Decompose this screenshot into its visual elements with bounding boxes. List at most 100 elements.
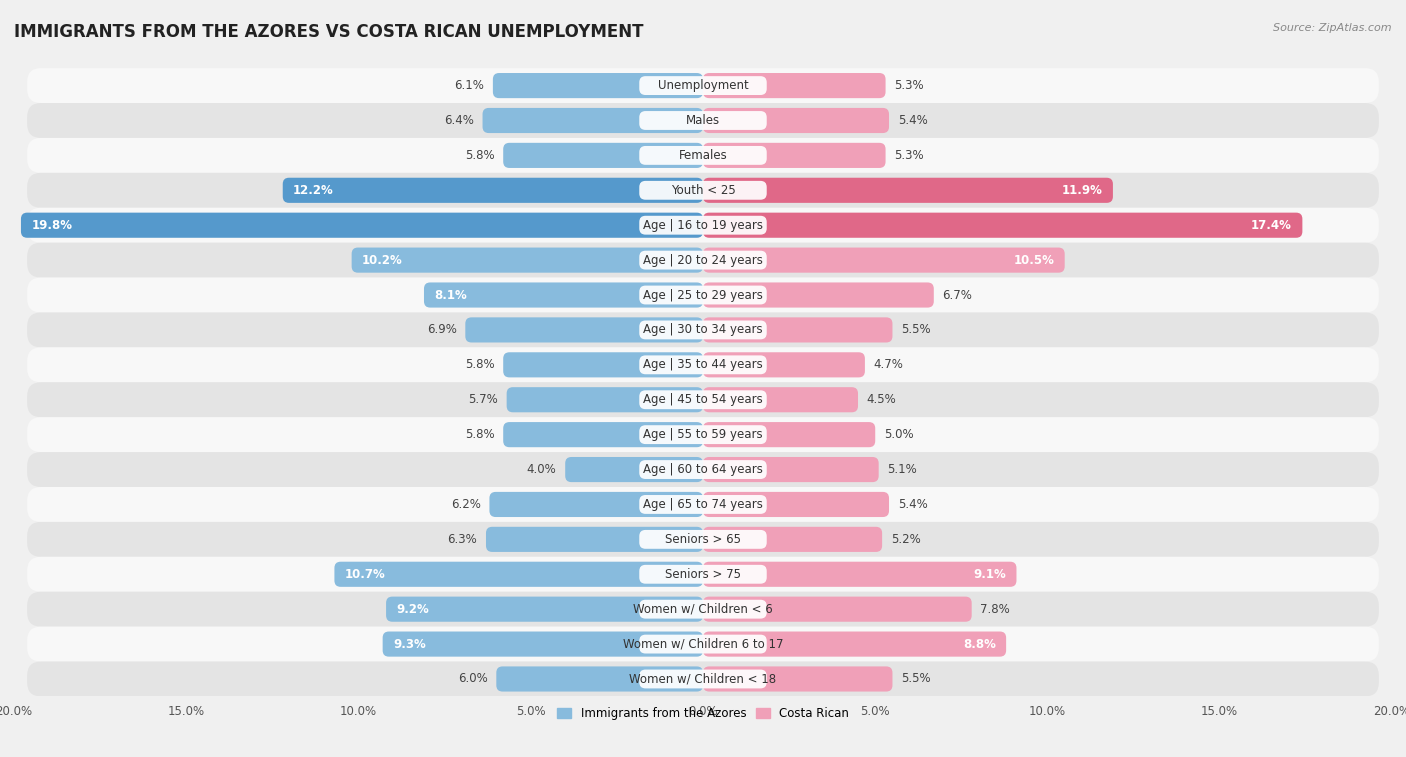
- Text: 8.1%: 8.1%: [434, 288, 467, 301]
- Text: 5.3%: 5.3%: [894, 149, 924, 162]
- FancyBboxPatch shape: [703, 597, 972, 621]
- FancyBboxPatch shape: [283, 178, 703, 203]
- Text: 12.2%: 12.2%: [292, 184, 333, 197]
- FancyBboxPatch shape: [640, 76, 766, 95]
- FancyBboxPatch shape: [703, 352, 865, 378]
- Text: Women w/ Children < 18: Women w/ Children < 18: [630, 672, 776, 686]
- Text: 17.4%: 17.4%: [1251, 219, 1292, 232]
- FancyBboxPatch shape: [640, 634, 766, 653]
- FancyBboxPatch shape: [27, 347, 1379, 382]
- FancyBboxPatch shape: [27, 313, 1379, 347]
- Text: 5.2%: 5.2%: [891, 533, 921, 546]
- Text: Age | 35 to 44 years: Age | 35 to 44 years: [643, 358, 763, 372]
- Text: Youth < 25: Youth < 25: [671, 184, 735, 197]
- Text: Age | 30 to 34 years: Age | 30 to 34 years: [643, 323, 763, 336]
- FancyBboxPatch shape: [703, 73, 886, 98]
- FancyBboxPatch shape: [640, 565, 766, 584]
- FancyBboxPatch shape: [387, 597, 703, 621]
- FancyBboxPatch shape: [27, 592, 1379, 627]
- FancyBboxPatch shape: [640, 669, 766, 688]
- Text: 5.1%: 5.1%: [887, 463, 917, 476]
- Text: Source: ZipAtlas.com: Source: ZipAtlas.com: [1274, 23, 1392, 33]
- Text: 7.8%: 7.8%: [980, 603, 1010, 615]
- FancyBboxPatch shape: [640, 530, 766, 549]
- Text: 9.1%: 9.1%: [973, 568, 1007, 581]
- FancyBboxPatch shape: [703, 143, 886, 168]
- FancyBboxPatch shape: [640, 216, 766, 235]
- FancyBboxPatch shape: [496, 666, 703, 692]
- Text: 10.5%: 10.5%: [1014, 254, 1054, 266]
- Text: 5.7%: 5.7%: [468, 393, 498, 407]
- Text: 9.2%: 9.2%: [396, 603, 429, 615]
- Text: 5.8%: 5.8%: [465, 428, 495, 441]
- FancyBboxPatch shape: [27, 243, 1379, 278]
- Text: Age | 45 to 54 years: Age | 45 to 54 years: [643, 393, 763, 407]
- Text: 6.0%: 6.0%: [458, 672, 488, 686]
- FancyBboxPatch shape: [640, 600, 766, 618]
- Text: Seniors > 75: Seniors > 75: [665, 568, 741, 581]
- Text: 6.4%: 6.4%: [444, 114, 474, 127]
- Legend: Immigrants from the Azores, Costa Rican: Immigrants from the Azores, Costa Rican: [553, 702, 853, 725]
- FancyBboxPatch shape: [352, 248, 703, 273]
- Text: 5.3%: 5.3%: [894, 79, 924, 92]
- Text: 6.7%: 6.7%: [942, 288, 973, 301]
- Text: 10.7%: 10.7%: [344, 568, 385, 581]
- Text: Women w/ Children < 6: Women w/ Children < 6: [633, 603, 773, 615]
- FancyBboxPatch shape: [640, 460, 766, 479]
- Text: Females: Females: [679, 149, 727, 162]
- Text: Age | 25 to 29 years: Age | 25 to 29 years: [643, 288, 763, 301]
- FancyBboxPatch shape: [703, 492, 889, 517]
- FancyBboxPatch shape: [27, 417, 1379, 452]
- Text: IMMIGRANTS FROM THE AZORES VS COSTA RICAN UNEMPLOYMENT: IMMIGRANTS FROM THE AZORES VS COSTA RICA…: [14, 23, 644, 41]
- FancyBboxPatch shape: [27, 557, 1379, 592]
- FancyBboxPatch shape: [703, 631, 1007, 656]
- FancyBboxPatch shape: [425, 282, 703, 307]
- FancyBboxPatch shape: [703, 527, 882, 552]
- FancyBboxPatch shape: [489, 492, 703, 517]
- Text: 6.1%: 6.1%: [454, 79, 484, 92]
- Text: 5.4%: 5.4%: [897, 498, 928, 511]
- FancyBboxPatch shape: [703, 317, 893, 342]
- FancyBboxPatch shape: [482, 108, 703, 133]
- Text: 11.9%: 11.9%: [1062, 184, 1102, 197]
- FancyBboxPatch shape: [503, 422, 703, 447]
- FancyBboxPatch shape: [703, 422, 875, 447]
- FancyBboxPatch shape: [640, 181, 766, 200]
- Text: Age | 60 to 64 years: Age | 60 to 64 years: [643, 463, 763, 476]
- FancyBboxPatch shape: [640, 425, 766, 444]
- Text: Age | 55 to 59 years: Age | 55 to 59 years: [643, 428, 763, 441]
- Text: Males: Males: [686, 114, 720, 127]
- FancyBboxPatch shape: [27, 382, 1379, 417]
- FancyBboxPatch shape: [703, 457, 879, 482]
- Text: Unemployment: Unemployment: [658, 79, 748, 92]
- FancyBboxPatch shape: [503, 352, 703, 378]
- Text: 4.5%: 4.5%: [866, 393, 897, 407]
- FancyBboxPatch shape: [27, 278, 1379, 313]
- FancyBboxPatch shape: [27, 103, 1379, 138]
- FancyBboxPatch shape: [640, 146, 766, 165]
- FancyBboxPatch shape: [27, 662, 1379, 696]
- Text: 6.2%: 6.2%: [451, 498, 481, 511]
- FancyBboxPatch shape: [565, 457, 703, 482]
- Text: Age | 65 to 74 years: Age | 65 to 74 years: [643, 498, 763, 511]
- FancyBboxPatch shape: [503, 143, 703, 168]
- Text: Seniors > 65: Seniors > 65: [665, 533, 741, 546]
- FancyBboxPatch shape: [640, 285, 766, 304]
- FancyBboxPatch shape: [27, 487, 1379, 522]
- FancyBboxPatch shape: [27, 522, 1379, 557]
- Text: 5.8%: 5.8%: [465, 358, 495, 372]
- FancyBboxPatch shape: [335, 562, 703, 587]
- FancyBboxPatch shape: [494, 73, 703, 98]
- FancyBboxPatch shape: [27, 173, 1379, 207]
- FancyBboxPatch shape: [382, 631, 703, 656]
- Text: 19.8%: 19.8%: [31, 219, 72, 232]
- Text: Women w/ Children 6 to 17: Women w/ Children 6 to 17: [623, 637, 783, 650]
- FancyBboxPatch shape: [27, 68, 1379, 103]
- FancyBboxPatch shape: [640, 251, 766, 269]
- FancyBboxPatch shape: [703, 282, 934, 307]
- Text: Age | 20 to 24 years: Age | 20 to 24 years: [643, 254, 763, 266]
- FancyBboxPatch shape: [640, 391, 766, 410]
- FancyBboxPatch shape: [640, 111, 766, 130]
- Text: 9.3%: 9.3%: [392, 637, 426, 650]
- Text: 6.9%: 6.9%: [427, 323, 457, 336]
